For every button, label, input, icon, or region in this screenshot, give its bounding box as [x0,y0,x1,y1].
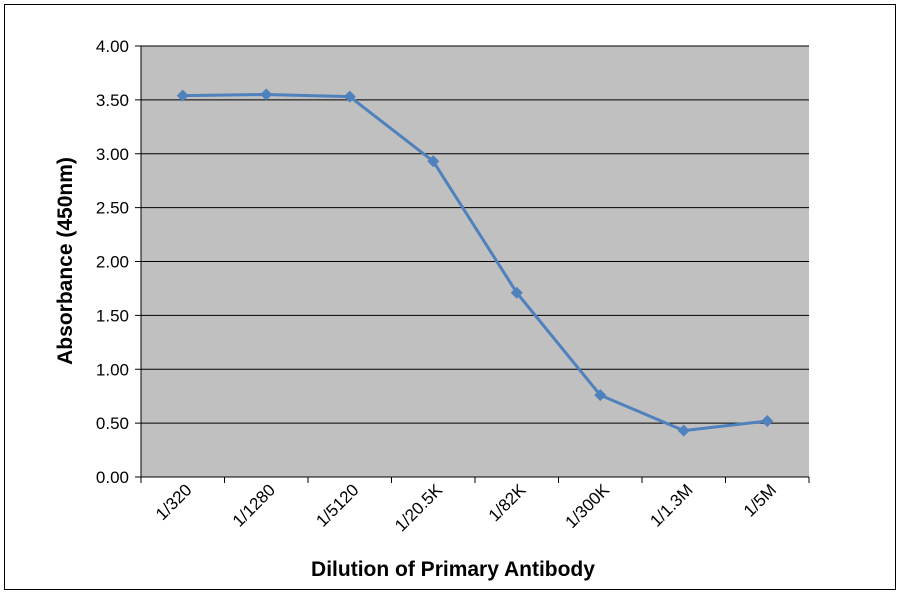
data-point [677,424,690,437]
y-tick-label: 0.50 [96,414,129,433]
data-point [176,89,189,102]
data-line [182,92,768,433]
y-tick-label: 4.00 [96,37,129,56]
data-point [761,414,774,427]
data-point [260,88,273,101]
y-axis-title: Absorbance (450nm) [54,157,77,365]
y-tick-label: 1.50 [96,306,129,325]
y-tick-label: 3.00 [96,145,129,164]
y-tick-label: 2.50 [96,199,129,218]
y-tick-label: 1.00 [96,360,129,379]
data-point [594,389,607,402]
data-point [427,155,440,168]
y-tick-label: 2.00 [96,253,129,272]
y-tick-label: 3.50 [96,91,129,110]
data-point [510,286,523,299]
y-tick-label: 0.00 [96,468,129,487]
data-point [343,90,356,103]
x-axis-title: Dilution of Primary Antibody [311,558,595,581]
